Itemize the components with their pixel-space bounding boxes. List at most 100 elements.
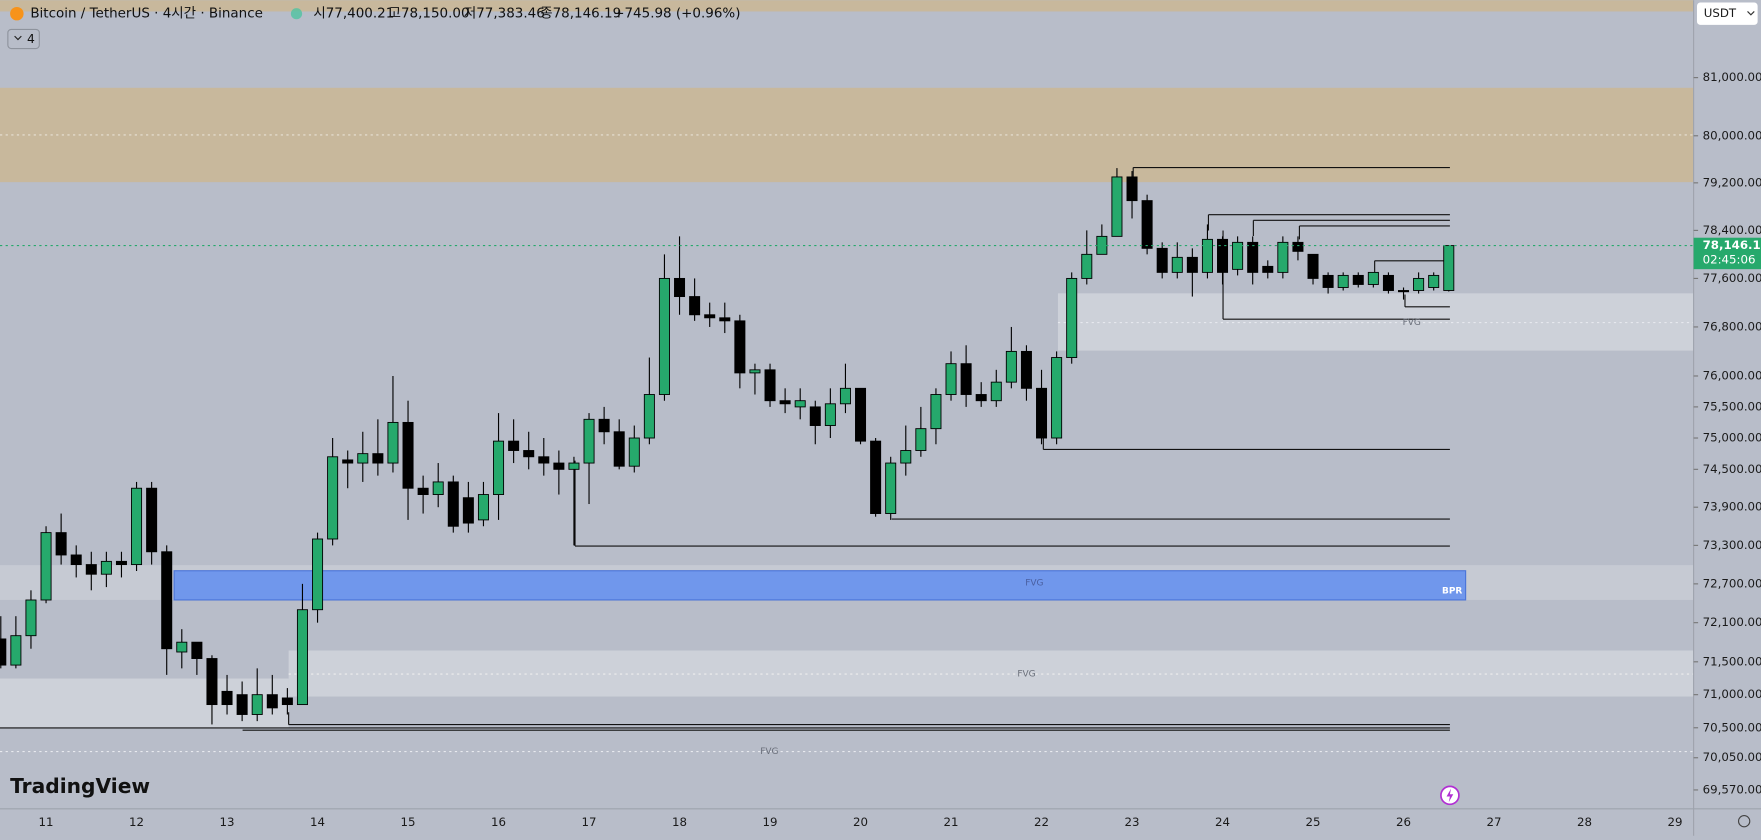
candle-body [176,641,188,653]
candle-body [25,599,37,637]
fvg-label: FVG [1017,670,1035,680]
currency: USDT [1704,6,1737,20]
price-label: 71,500.00 [1703,654,1761,668]
candle-body [1262,265,1274,273]
date-label: 24 [1215,815,1230,829]
candle-body [855,387,867,442]
currency-button[interactable] [1696,2,1758,25]
candle-body [508,440,520,451]
date-label: 13 [220,815,235,829]
date-label: 15 [401,815,416,829]
indicator-toggle[interactable] [7,28,40,50]
candle-body [689,296,701,316]
chevron [14,35,22,41]
candle-body [674,277,686,298]
candle-body [417,487,429,495]
price-label: 76,000.00 [1703,368,1761,382]
candle-body [1352,274,1364,285]
candle-body [523,450,535,458]
candle-body [1171,256,1183,273]
candle-body [447,481,459,527]
candle-body [658,277,670,395]
candle-body [357,453,369,464]
candle-body [55,532,67,556]
candle-body [704,314,716,319]
price-axis: 81,000.00 80,000.00 79,200.00 78,400.00 77,6… [1693,70,1761,796]
date-label: 22 [1034,815,1049,829]
candle-body [1141,200,1153,249]
candles [0,168,1455,725]
candle-body [553,462,565,470]
candle-body [296,609,308,706]
ohlc-open: 시77,400.21 [313,6,394,22]
candle-body [764,369,776,402]
candle-body [432,481,444,495]
candle-body [930,394,942,430]
fvg-label: FVG [1403,318,1421,328]
candle-body [1413,277,1425,291]
candle-body [1201,238,1213,273]
price-label: 77,600.00 [1703,271,1761,285]
date-label: 16 [491,815,506,829]
bpr-label: BPR [1442,586,1462,596]
ohlc-low: 저77,383.46 [464,6,545,22]
candle-body [462,497,474,524]
date-label: 26 [1396,815,1411,829]
chevron [1747,11,1755,16]
candle-body [312,538,324,611]
candle-body [1217,238,1229,273]
bpr-zone [173,570,1467,601]
indicator-count: 4 [27,32,35,46]
candle-body [100,560,112,575]
candle-body [628,437,640,467]
date-label: 28 [1577,815,1592,829]
candle-body [221,690,233,706]
price-badge-price: 78,146.19 [1703,238,1761,252]
candle-body [85,564,97,575]
candle-body [1382,274,1394,291]
candle-body [1367,271,1379,285]
price-label: 70,050.00 [1703,750,1761,764]
price-badge-countdown: 02:45:06 [1703,253,1756,267]
candle-body [613,431,625,467]
candle-body [1292,241,1304,252]
price-label: 78,400.00 [1703,223,1761,237]
price-label: 75,000.00 [1703,431,1761,445]
candle-body [839,387,851,405]
candle-body [990,381,1002,402]
candle-body [824,403,836,426]
candle-body [870,440,882,514]
candle-body [387,421,399,464]
candle-body [779,400,791,405]
candle-body [1081,253,1093,279]
candle-body [1398,290,1410,293]
candle-body [477,494,489,521]
candle-body [236,694,248,715]
candle-body [402,421,414,489]
price-label: 75,500.00 [1703,399,1761,413]
settings-button[interactable] [1737,815,1751,828]
btc-icon [10,6,24,21]
candle-body [1036,387,1048,439]
candle-body [719,317,731,322]
date-label: 29 [1668,815,1683,829]
date-label: 17 [582,815,597,829]
candle-body [749,369,761,374]
candle-body [1322,274,1334,288]
candle-body [960,363,972,395]
candle-body [1277,241,1289,273]
candle-body [643,394,655,439]
candle-body [598,418,610,433]
fvg-label: FVG [760,747,778,757]
price-label: 76,800.00 [1703,319,1761,333]
level-lines [0,166,1450,731]
candle-body [1247,241,1259,273]
candle-body [40,532,52,601]
candle-body [885,462,897,514]
price-label: 69,570.00 [1703,782,1761,796]
candle-body [1186,256,1198,273]
fvg-zone [288,650,1694,697]
candle-body [975,394,987,402]
date-label: 21 [944,815,959,829]
